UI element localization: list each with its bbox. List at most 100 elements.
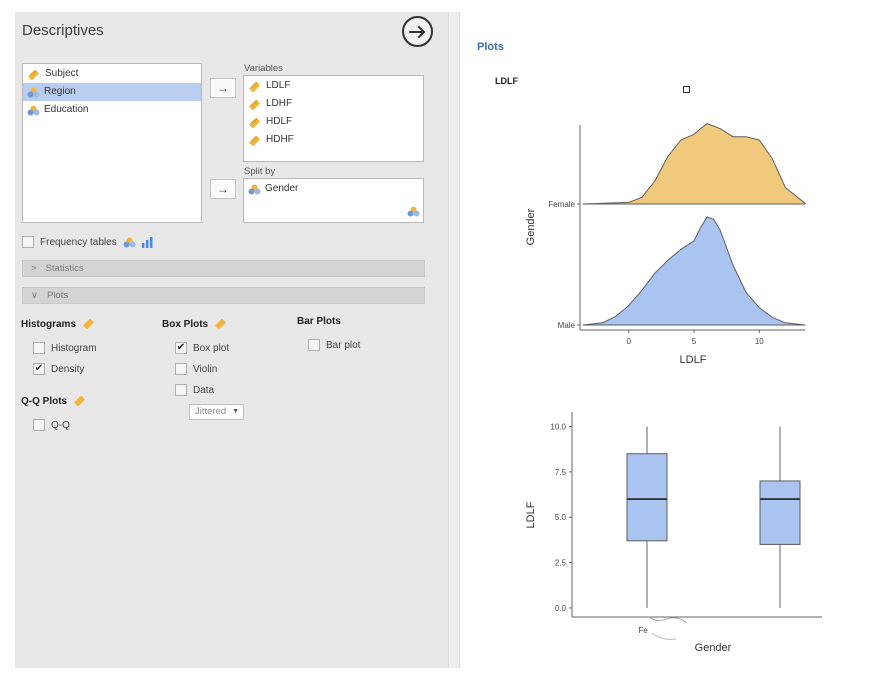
y-tick-label: 10.0 [550, 423, 566, 432]
x-tick-label: Fe [638, 626, 648, 635]
plots-section-header[interactable]: ∨ Plots [22, 287, 425, 304]
analysis-variable-item[interactable]: HDHF [244, 131, 423, 149]
analysis-variable-item-label: LDHF [266, 98, 293, 109]
run-analysis-button[interactable] [402, 16, 433, 47]
variables-label: Variables [244, 63, 283, 74]
smudge-mark [648, 616, 688, 624]
split-variable-item[interactable]: Gender [244, 180, 423, 198]
ruler-icon [28, 69, 39, 80]
y-tick-label: 2.5 [555, 559, 567, 568]
x-tick-label: 0 [626, 337, 631, 346]
selection-marker-icon [683, 86, 690, 93]
ruler-icon [215, 318, 227, 330]
nominal-icon [248, 184, 261, 194]
ruler-icon [83, 318, 95, 330]
bar-plot-option[interactable]: Bar plot [308, 339, 360, 351]
y-axis-label: LDLF [525, 501, 537, 528]
box-iqr [626, 453, 668, 542]
box-plot-option[interactable]: ✔ Box plot [175, 342, 229, 354]
y-tick-label: Female [548, 200, 575, 209]
analysis-variable-item[interactable]: LDLF [244, 77, 423, 95]
bar-plot-checkbox[interactable] [308, 339, 320, 351]
density-option[interactable]: ✔ Density [33, 363, 84, 375]
results-subheading: LDLF [495, 76, 518, 86]
histograms-group-title: Histograms [21, 318, 96, 330]
qq-group-title: Q-Q Plots [21, 395, 87, 407]
qq-title-text: Q-Q Plots [21, 395, 68, 407]
split-variable-item-label: Gender [265, 183, 299, 194]
data-mode-value: Jittered [195, 406, 227, 417]
split-by-list[interactable]: Gender [243, 178, 424, 223]
analysis-variable-item-label: HDHF [266, 134, 294, 145]
density-ridge-chart: Female Male 0 5 10 LDLF Gender [525, 123, 806, 366]
nominal-icon [407, 206, 420, 217]
ruler-icon [249, 135, 260, 146]
y-tick-label: 0.0 [555, 604, 567, 613]
boxplots-group-title: Box Plots [162, 318, 228, 330]
violin-option[interactable]: Violin [175, 363, 217, 375]
panel-title: Descriptives [22, 22, 104, 39]
bar-chart-icon [141, 236, 153, 248]
chevron-right-icon: > [31, 263, 37, 274]
x-axis-label: Gender [695, 642, 732, 654]
boxplots-title-text: Box Plots [162, 318, 209, 330]
analysis-variable-item-label: LDLF [266, 80, 291, 91]
ruler-icon [249, 117, 260, 128]
qq-checkbox[interactable] [33, 419, 45, 431]
frequency-tables-option[interactable]: Frequency tables [22, 236, 154, 248]
x-tick-label: 10 [755, 337, 764, 346]
x-tick-label: 5 [692, 337, 697, 346]
analysis-variable-item[interactable]: LDHF [244, 95, 423, 113]
source-variable-item[interactable]: Region [23, 83, 201, 101]
statistics-section-header[interactable]: > Statistics [22, 260, 425, 277]
y-tick-label: 7.5 [555, 468, 567, 477]
data-option[interactable]: Data [175, 384, 214, 396]
panel-splitter[interactable] [448, 12, 460, 668]
barplots-title-text: Bar Plots [297, 316, 341, 327]
nominal-icon [27, 105, 40, 115]
data-label: Data [193, 384, 215, 396]
options-panel: Descriptives Subject Region Education → → … [15, 12, 448, 668]
analysis-variable-item[interactable]: HDLF [244, 113, 423, 131]
frequency-tables-label: Frequency tables [40, 236, 117, 248]
source-variable-item[interactable]: Education [23, 101, 201, 119]
chevron-down-icon: ∨ [31, 290, 38, 301]
histogram-checkbox[interactable] [33, 342, 45, 354]
source-variable-item[interactable]: Subject [23, 65, 201, 83]
x-axis-label: LDLF [680, 354, 707, 366]
qq-label: Q-Q [51, 419, 70, 431]
frequency-tables-checkbox[interactable] [22, 236, 34, 248]
split-by-label: Split by [244, 166, 276, 177]
box-plot-label: Box plot [193, 342, 230, 354]
bar-plot-label: Bar plot [326, 339, 361, 351]
plots-section-label: Plots [46, 290, 69, 301]
qq-option[interactable]: Q-Q [33, 419, 70, 431]
ruler-icon [249, 99, 260, 110]
arrow-circle-right-icon [408, 25, 425, 38]
ruler-icon [74, 395, 86, 407]
density-label: Density [51, 363, 85, 375]
move-to-split-by-button[interactable]: → [210, 179, 236, 199]
data-mode-select[interactable]: Jittered ▼ [189, 404, 244, 420]
variables-list[interactable]: LDLF LDHF HDLF HDHF [243, 75, 424, 162]
nominal-icon [27, 87, 40, 97]
source-variable-item-label: Education [44, 104, 89, 115]
statistics-section-label: Statistics [45, 263, 84, 274]
nominal-icon [123, 237, 136, 247]
caret-down-icon: ▼ [232, 408, 239, 415]
ruler-icon [249, 81, 260, 92]
smudge-mark [651, 632, 677, 640]
histogram-label: Histogram [51, 342, 97, 354]
box-iqr [759, 480, 801, 545]
density-area-female [582, 123, 806, 205]
barplots-group-title: Bar Plots [297, 316, 341, 327]
box-plot-checkbox[interactable]: ✔ [175, 342, 187, 354]
violin-checkbox[interactable] [175, 363, 187, 375]
move-to-variables-button[interactable]: → [210, 78, 236, 98]
nominal-type-icon-wrapper [407, 206, 420, 220]
source-variable-list[interactable]: Subject Region Education [22, 63, 202, 223]
y-tick-label: Male [558, 321, 576, 330]
data-checkbox[interactable] [175, 384, 187, 396]
histogram-option[interactable]: Histogram [33, 342, 97, 354]
density-checkbox[interactable]: ✔ [33, 363, 45, 375]
